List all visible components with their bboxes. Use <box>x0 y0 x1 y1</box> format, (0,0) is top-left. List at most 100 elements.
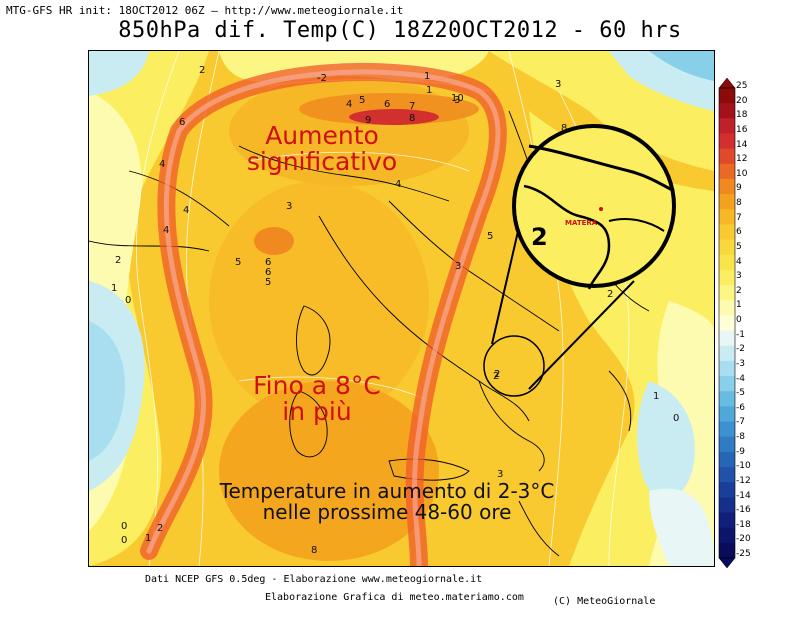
color-scale-label: -14 <box>736 490 751 501</box>
contour-label: 8 <box>409 113 416 124</box>
contour-label: 5 <box>359 95 366 106</box>
annotation-line: nelle prossime 48-60 ore <box>262 500 512 524</box>
color-scale-swatch <box>719 315 735 331</box>
field-cyan-northwest <box>89 51 149 96</box>
map-frame: 2 1 -2 1 3 4 5 6 7 8 9 10 3 8 6 4 4 3 5 … <box>88 50 715 567</box>
contour-label: 4 <box>346 99 353 110</box>
color-scale-swatch <box>719 239 735 256</box>
color-scale-swatch <box>719 285 735 301</box>
contour-label: 0 <box>673 413 680 424</box>
contour-label: 0 <box>121 521 128 532</box>
color-scale-label: 6 <box>736 227 742 238</box>
color-scale-label: -5 <box>736 388 745 399</box>
color-scale-label: -8 <box>736 432 745 442</box>
contour-label: 8 <box>561 123 568 134</box>
contour-label: -2 <box>317 73 327 84</box>
contour-label: 8 <box>311 545 318 556</box>
contour-label: 0 <box>121 535 128 546</box>
color-scale-label: -9 <box>736 446 745 457</box>
contour-label: 1 <box>653 391 660 402</box>
color-scale-swatch <box>719 269 735 286</box>
color-scale-label: 16 <box>736 124 748 135</box>
annotation-line: Temperature in aumento di 2-3°C <box>219 479 555 503</box>
color-scale-swatch <box>719 163 735 180</box>
color-scale-swatch <box>719 482 735 498</box>
color-scale-label: -16 <box>736 505 751 516</box>
color-scale-label: 20 <box>736 95 748 106</box>
contour-label: 4 <box>183 205 190 216</box>
color-scale-label: 9 <box>736 183 742 194</box>
contour-label: 3 <box>286 201 293 212</box>
color-scale-swatch <box>719 118 735 134</box>
color-scale-swatch <box>719 512 735 529</box>
color-scale-swatch <box>719 209 735 225</box>
contour-label: 3 <box>455 261 462 272</box>
color-scale-outline <box>718 87 736 559</box>
color-scale-label: 18 <box>736 110 748 121</box>
color-scale-swatch <box>719 103 735 119</box>
contour-label: 2 <box>115 255 122 266</box>
annotation-line: Fino a 8°C <box>253 371 381 400</box>
field-blue-west <box>89 321 125 461</box>
color-scale-label: 10 <box>736 168 748 179</box>
contour-label: 3 <box>555 79 562 90</box>
contour-label: 6 <box>179 117 186 128</box>
zoom-inset-border <box>528 144 675 193</box>
footer-source: Dati NCEP GFS 0.5deg - Elaborazione www.… <box>145 574 483 585</box>
color-scale-swatch <box>719 451 735 468</box>
contour-label: 5 <box>487 231 494 242</box>
color-scale-swatch <box>719 88 735 104</box>
map-title: 850hPa dif. Temp(C) 18Z20OCT2012 - 60 hr… <box>118 18 682 43</box>
temperature-anomaly-map <box>89 51 714 566</box>
color-scale-label: 14 <box>736 139 748 150</box>
contour-label: 6 <box>265 267 272 278</box>
init-line: MTG-GFS HR init: 18OCT2012 06Z — http://… <box>6 4 404 17</box>
contour-label: 2 <box>199 65 206 76</box>
contour-label: 7 <box>409 101 416 112</box>
color-scale-label: -10 <box>736 461 751 472</box>
contour-label: 3 <box>454 95 461 106</box>
color-scale-label: 0 <box>736 315 742 325</box>
zoom-source-value: 2 <box>494 369 501 380</box>
color-scale-swatch <box>719 133 735 150</box>
color-scale-swatch <box>719 497 735 513</box>
color-scale-label: -2 <box>736 344 745 355</box>
annotation-line: Aumento <box>265 121 379 150</box>
color-scale-swatch <box>719 542 735 559</box>
contour-label: 1 <box>424 71 431 82</box>
color-scale-swatch <box>719 406 735 422</box>
zoom-inset-value: 2 <box>531 223 548 251</box>
color-scale-bar <box>718 78 736 568</box>
zoom-inset-border-2 <box>523 184 611 290</box>
color-scale-top-arrow <box>718 78 736 89</box>
color-scale-swatch <box>719 148 735 165</box>
contour-label: 6 <box>265 257 272 268</box>
field-orange-hotspot <box>254 227 294 255</box>
contour-label: 2 <box>157 523 164 534</box>
color-scale-label: -18 <box>736 519 751 530</box>
color-scale-label: -12 <box>736 475 751 486</box>
color-scale-label: -3 <box>736 358 745 369</box>
contour-label: 2 <box>607 289 614 300</box>
contour-label: 6 <box>384 99 391 110</box>
annotation-temperature-rise: Temperature in aumento di 2-3°C nelle pr… <box>187 481 587 523</box>
zoom-inset <box>512 124 676 288</box>
zoom-source-circle <box>483 335 545 397</box>
color-scale-label: 8 <box>736 198 742 208</box>
color-scale-label: 5 <box>736 241 742 252</box>
annotation-line: in più <box>282 397 352 427</box>
color-scale-label: -25 <box>736 549 751 559</box>
color-scale-swatch <box>719 421 735 438</box>
contour-label: 5 <box>265 277 272 288</box>
color-scale-swatch <box>719 194 735 210</box>
color-scale-swatch <box>719 254 735 271</box>
field-cyan-east <box>637 381 695 499</box>
color-scale-swatch <box>719 330 735 347</box>
contour-label: 1 <box>145 533 152 544</box>
color-scale-swatch <box>719 178 735 195</box>
color-scale-label: -7 <box>736 417 745 428</box>
color-scale-swatch <box>719 436 735 453</box>
footer-copyright: (C) MeteoGiornale <box>553 596 656 607</box>
contour-label: 9 <box>365 115 372 126</box>
annotation-line: significativo <box>246 147 398 177</box>
